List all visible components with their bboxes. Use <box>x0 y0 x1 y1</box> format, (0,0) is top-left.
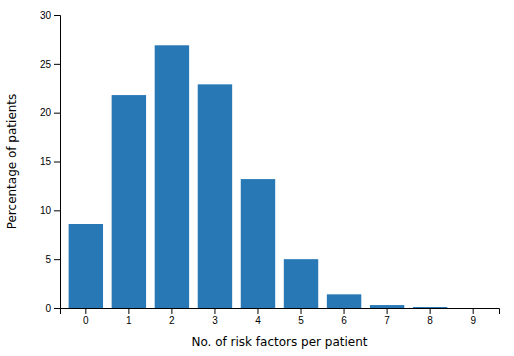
x-tick: 3 <box>212 308 218 326</box>
y-tick: 15 <box>40 156 60 167</box>
y-tick-label: 0 <box>45 303 51 314</box>
x-tick-mark <box>301 308 302 314</box>
y-tick: 0 <box>45 303 60 314</box>
x-tick-mark <box>85 308 86 314</box>
y-tick: 10 <box>40 205 60 216</box>
y-axis-title: Percentage of patients <box>5 94 19 230</box>
x-tick-label: 6 <box>341 315 347 326</box>
x-tick: 4 <box>255 308 261 326</box>
x-tick-mark <box>257 308 258 314</box>
y-tick-mark <box>54 259 60 260</box>
bars <box>69 45 448 308</box>
bar <box>241 179 275 308</box>
bar <box>456 308 490 309</box>
y-axis-line <box>54 16 61 309</box>
y-axis: 0 5 10 15 20 25 30 <box>40 10 61 314</box>
x-tick-label: 5 <box>298 315 304 326</box>
x-tick-label: 2 <box>169 315 175 326</box>
x-tick-label: 1 <box>126 315 132 326</box>
x-tick-label: 7 <box>384 315 390 326</box>
x-tick-mark <box>171 308 172 314</box>
bar <box>198 84 232 308</box>
y-tick: 5 <box>45 254 60 265</box>
x-tick-label: 0 <box>83 315 89 326</box>
x-tick-mark <box>387 308 388 314</box>
x-tick: 5 <box>298 308 304 326</box>
x-axis-line <box>61 309 500 315</box>
y-tick-label: 25 <box>40 59 52 70</box>
x-tick: 6 <box>341 308 347 326</box>
x-tick: 9 <box>470 308 476 326</box>
x-tick-label: 3 <box>212 315 218 326</box>
y-tick-mark <box>54 64 60 65</box>
bar <box>413 307 447 308</box>
y-tick-label: 5 <box>45 254 51 265</box>
y-tick-label: 10 <box>40 205 52 216</box>
x-tick-mark <box>344 308 345 314</box>
bar <box>69 224 103 308</box>
x-tick-label: 9 <box>470 315 476 326</box>
y-tick-mark <box>54 308 60 309</box>
x-tick: 1 <box>126 308 132 326</box>
y-tick-mark <box>54 113 60 114</box>
y-tick-mark <box>54 162 60 163</box>
y-tick: 30 <box>40 10 60 21</box>
x-tick-mark <box>214 308 215 314</box>
y-tick-label: 30 <box>40 10 52 21</box>
x-axis-title: No. of risk factors per patient <box>191 335 367 349</box>
x-tick-mark <box>473 308 474 314</box>
bar <box>155 45 189 308</box>
bar <box>284 259 318 308</box>
x-tick: 7 <box>384 308 390 326</box>
y-tick-mark <box>54 15 60 16</box>
bar <box>327 294 361 308</box>
x-axis: 0 1 2 3 4 5 6 7 8 9 <box>61 308 500 326</box>
plot: 0 1 2 3 4 5 6 7 8 9 0 5 10 15 20 25 30 <box>40 10 500 326</box>
bar <box>112 95 146 308</box>
chart: 0 1 2 3 4 5 6 7 8 9 0 5 10 15 20 25 30 No. of risk factor… <box>0 0 514 356</box>
y-tick: 20 <box>40 107 60 118</box>
y-tick: 25 <box>40 59 60 70</box>
x-tick: 0 <box>83 308 89 326</box>
x-tick-label: 4 <box>255 315 261 326</box>
y-tick-label: 15 <box>40 156 52 167</box>
bar <box>370 305 404 308</box>
x-tick-label: 8 <box>427 315 433 326</box>
x-tick: 8 <box>427 308 433 326</box>
x-tick-mark <box>128 308 129 314</box>
x-tick-mark <box>430 308 431 314</box>
y-tick-label: 20 <box>40 107 52 118</box>
x-tick: 2 <box>169 308 175 326</box>
y-tick-mark <box>54 210 60 211</box>
